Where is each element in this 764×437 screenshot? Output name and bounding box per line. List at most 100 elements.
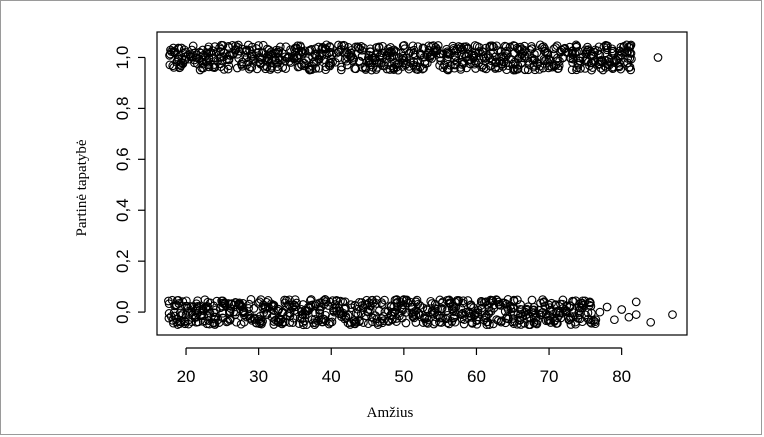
data-point bbox=[492, 315, 502, 324]
data-point bbox=[595, 50, 605, 60]
data-point bbox=[519, 53, 529, 63]
data-point bbox=[514, 46, 524, 55]
data-point bbox=[413, 65, 423, 74]
y-tick-label: 0,8 bbox=[113, 97, 132, 121]
data-point bbox=[631, 297, 641, 307]
data-point bbox=[577, 303, 587, 313]
data-point bbox=[222, 55, 231, 64]
data-point bbox=[348, 56, 357, 66]
data-point bbox=[624, 312, 634, 322]
data-point bbox=[267, 312, 277, 322]
data-point bbox=[186, 302, 196, 311]
data-point bbox=[316, 315, 326, 324]
data-point bbox=[166, 47, 176, 56]
x-tick-label: 50 bbox=[394, 367, 413, 386]
data-point bbox=[303, 306, 313, 316]
data-point bbox=[346, 318, 356, 327]
data-point bbox=[201, 57, 211, 67]
data-point bbox=[367, 312, 376, 322]
data-point bbox=[450, 303, 459, 313]
data-point bbox=[520, 307, 530, 317]
data-point bbox=[556, 313, 566, 323]
data-point bbox=[280, 295, 289, 305]
data-point bbox=[537, 308, 547, 318]
data-point bbox=[544, 300, 554, 310]
data-point bbox=[622, 40, 632, 50]
data-point bbox=[368, 53, 378, 63]
data-point bbox=[530, 49, 539, 59]
data-point bbox=[355, 56, 364, 66]
data-point bbox=[329, 306, 338, 316]
data-point bbox=[420, 59, 430, 69]
data-point bbox=[564, 315, 574, 325]
data-point bbox=[325, 42, 335, 51]
data-point bbox=[572, 47, 581, 57]
data-point bbox=[319, 296, 329, 305]
data-point bbox=[182, 301, 192, 311]
data-point bbox=[246, 295, 256, 304]
data-point bbox=[542, 55, 551, 64]
data-point bbox=[233, 43, 243, 52]
data-point bbox=[420, 313, 429, 323]
data-point bbox=[668, 310, 677, 319]
y-axis-title: Partinė tapatybė bbox=[74, 139, 90, 236]
x-tick-label: 40 bbox=[322, 367, 341, 386]
data-point bbox=[185, 49, 195, 59]
data-point bbox=[610, 58, 619, 67]
data-point bbox=[546, 305, 556, 315]
data-point bbox=[513, 295, 522, 305]
data-point bbox=[353, 42, 363, 52]
data-point bbox=[458, 298, 468, 308]
data-point bbox=[625, 48, 635, 58]
data-point bbox=[419, 44, 429, 53]
data-point bbox=[389, 45, 399, 55]
data-point bbox=[543, 50, 553, 60]
data-point bbox=[164, 296, 173, 306]
data-point bbox=[523, 65, 533, 75]
data-point bbox=[380, 295, 389, 305]
data-point bbox=[274, 46, 284, 55]
data-point bbox=[448, 41, 458, 51]
y-tick-label: 0,2 bbox=[113, 249, 132, 273]
data-point bbox=[172, 296, 182, 305]
data-point bbox=[626, 40, 636, 50]
data-point bbox=[426, 296, 436, 306]
data-point bbox=[404, 49, 414, 58]
data-point bbox=[336, 65, 346, 75]
data-point bbox=[400, 56, 409, 65]
data-point bbox=[427, 54, 437, 63]
data-point bbox=[223, 316, 233, 326]
data-point bbox=[498, 62, 508, 71]
data-point bbox=[383, 316, 393, 325]
data-point bbox=[193, 301, 202, 311]
data-point bbox=[259, 61, 268, 71]
data-point bbox=[470, 41, 480, 50]
data-point bbox=[354, 43, 363, 52]
data-point bbox=[397, 313, 407, 323]
data-point bbox=[164, 309, 174, 318]
data-point bbox=[508, 59, 518, 69]
data-point bbox=[261, 64, 270, 74]
y-tick-label: 0,0 bbox=[113, 300, 132, 324]
data-point bbox=[419, 63, 428, 73]
data-point bbox=[361, 311, 371, 321]
data-point bbox=[509, 64, 518, 73]
x-tick-label: 80 bbox=[612, 367, 631, 386]
data-point bbox=[269, 306, 278, 315]
data-point bbox=[254, 57, 263, 67]
data-point bbox=[397, 303, 407, 313]
data-point bbox=[244, 299, 254, 309]
data-point bbox=[225, 308, 234, 318]
data-point bbox=[591, 315, 601, 325]
data-point bbox=[444, 296, 454, 305]
data-point bbox=[624, 63, 634, 72]
data-point bbox=[427, 299, 437, 308]
data-point bbox=[631, 310, 641, 319]
data-point bbox=[245, 310, 254, 319]
data-point bbox=[502, 299, 511, 309]
plot-area bbox=[156, 31, 688, 336]
data-point bbox=[401, 296, 411, 305]
y-axis: 0,0 0,2 0,4 0,6 0,8 1,0 bbox=[113, 46, 146, 324]
x-axis-title: Amžius bbox=[367, 405, 414, 421]
data-point bbox=[288, 318, 298, 327]
